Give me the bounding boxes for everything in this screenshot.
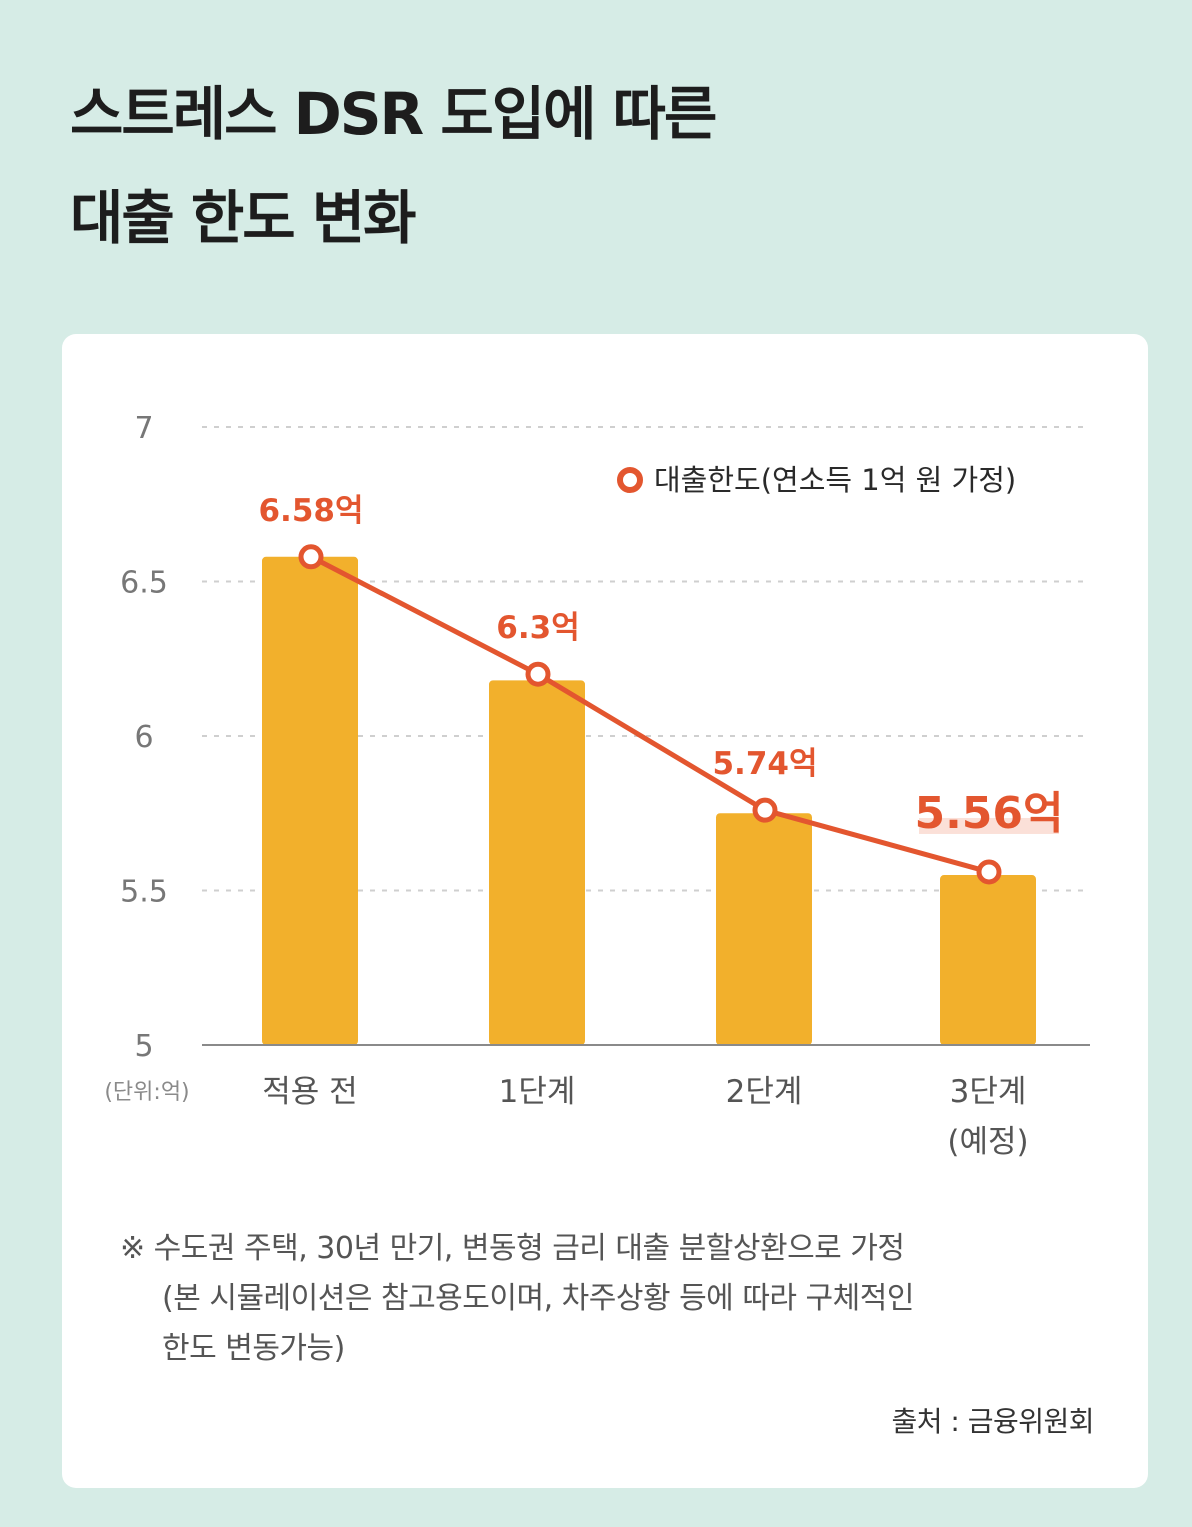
bar (262, 556, 358, 1045)
x-tick-sublabel: (예정) (947, 1124, 1028, 1160)
chart-card: 7 6.5 6 5.5 5 적용 전 1단계 2단계 3단계 (예정) 6.58억 6.3억 5.7… (62, 334, 1148, 1488)
title-line-2: 대출 한도 변화 (70, 184, 417, 252)
x-tick-label: 3단계 (950, 1074, 1027, 1110)
footnote-line-3: 한도 변동가능) (162, 1331, 345, 1366)
legend-marker (617, 467, 643, 493)
y-tick-label: 5.5 (120, 875, 168, 910)
data-label: 5.74억 (712, 746, 817, 782)
y-tick-label: 7 (134, 411, 153, 446)
data-label: 5.56억 (914, 788, 1063, 839)
y-tick-label: 6.5 (120, 566, 168, 601)
legend: 대출한도(연소득 1억 원 가정) (617, 463, 1016, 497)
line-point (752, 797, 778, 823)
chart-title: 스트레스 DSR 도입에 따른 대출 한도 변화 (70, 62, 717, 270)
unit-label: (단위:억) (104, 1080, 189, 1105)
x-tick-label: 1단계 (499, 1074, 576, 1110)
bar (940, 875, 1036, 1045)
line-point (525, 661, 551, 687)
loan-limit-line (308, 554, 992, 875)
y-tick-label: 5 (134, 1029, 153, 1064)
y-tick-label: 6 (134, 720, 153, 755)
title-line-1: 스트레스 DSR 도입에 따른 (70, 80, 717, 148)
data-label: 6.58억 (258, 493, 363, 529)
x-tick-label: 적용 전 (262, 1074, 357, 1110)
footnote-line-1: ※ 수도권 주택, 30년 만기, 변동형 금리 대출 분할상환으로 가정 (120, 1231, 905, 1266)
bar (489, 680, 585, 1045)
footnote: ※ 수도권 주택, 30년 만기, 변동형 금리 대출 분할상환으로 가정 (본… (120, 1224, 1120, 1374)
source-credit: 출처 : 금융위원회 (891, 1405, 1094, 1438)
x-tick-label: 2단계 (726, 1074, 803, 1110)
footnote-line-2: (본 시뮬레이션은 참고용도이며, 차주상황 등에 따라 구체적인 (162, 1281, 914, 1316)
bar-line-chart: 7 6.5 6 5.5 5 적용 전 1단계 2단계 3단계 (예정) 6.58억 6.3억 5.7… (104, 411, 1090, 1160)
legend-label: 대출한도(연소득 1억 원 가정) (654, 463, 1016, 497)
label-highlight (919, 817, 1059, 834)
data-label: 6.3억 (496, 610, 579, 646)
line-point (298, 544, 324, 570)
line-point (976, 859, 1002, 885)
bar (716, 813, 812, 1045)
